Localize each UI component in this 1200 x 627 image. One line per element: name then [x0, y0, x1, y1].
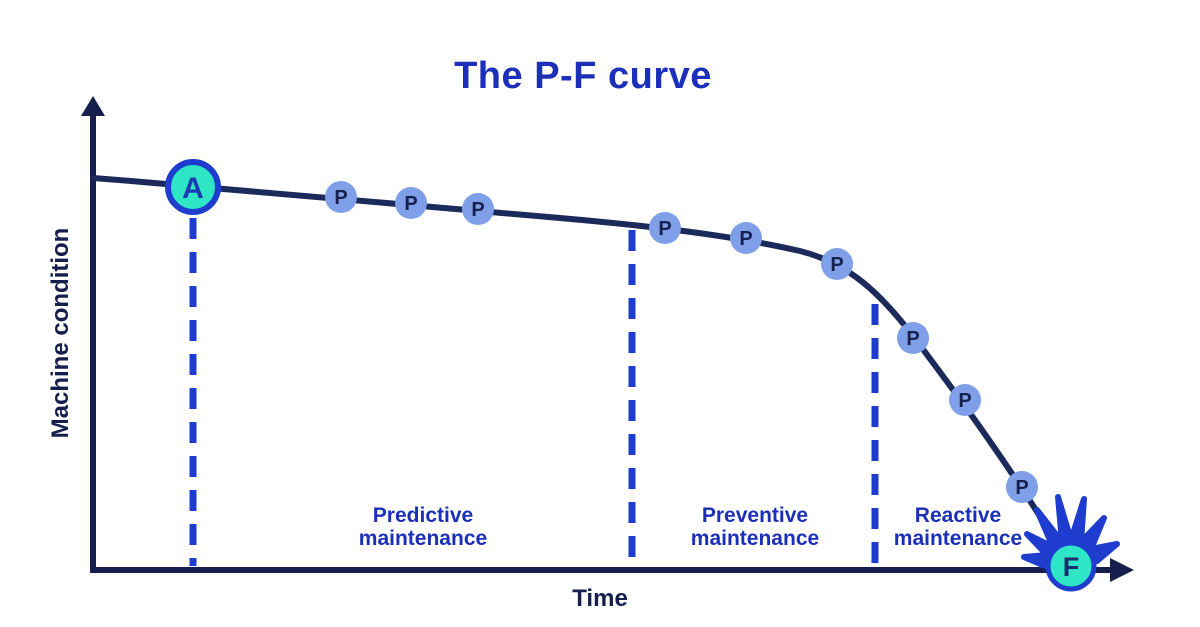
point-a-circle [165, 159, 221, 215]
failure-explosion-outline-icon [1021, 494, 1120, 569]
point-f-circle [1045, 540, 1097, 592]
p-marker-6: P [821, 248, 853, 280]
p-marker-label: P [830, 254, 843, 276]
p-marker-circle [325, 181, 357, 213]
p-marker-circle [395, 187, 427, 219]
zone-label-line1: Preventive [702, 504, 808, 527]
zone-label-line1: Reactive [915, 504, 1001, 527]
y-axis [81, 96, 105, 572]
point-a-marker: A [165, 159, 221, 215]
zone-label-reactive: Reactive maintenance [894, 504, 1022, 550]
point-a-label: A [182, 172, 204, 205]
p-marker-label: P [958, 390, 971, 412]
p-marker-label: P [906, 328, 919, 350]
x-axis-label: Time [572, 585, 628, 612]
p-marker-2: P [395, 187, 427, 219]
p-marker-7: P [897, 322, 929, 354]
p-marker-5: P [730, 222, 762, 254]
zone-label-line1: Predictive [373, 504, 473, 527]
zone-label-line2: maintenance [691, 527, 819, 550]
diagram-title: The P-F curve [454, 55, 712, 97]
p-marker-circle [821, 248, 853, 280]
p-marker-label: P [471, 199, 484, 221]
zone-label-line2: maintenance [894, 527, 1022, 550]
zone-label-predictive: Predictive maintenance [359, 504, 487, 550]
x-axis [90, 558, 1134, 582]
p-marker-3: P [462, 193, 494, 225]
p-marker-label: P [739, 228, 752, 250]
zone-label-preventive: Preventive maintenance [691, 504, 819, 550]
p-marker-label: P [404, 193, 417, 215]
p-marker-circle [897, 322, 929, 354]
y-axis-arrow-icon [81, 96, 105, 116]
p-marker-circle [949, 384, 981, 416]
p-marker-label: P [334, 187, 347, 209]
p-marker-4: P [649, 212, 681, 244]
p-marker-1: P [325, 181, 357, 213]
p-marker-circle [649, 212, 681, 244]
p-marker-8: P [949, 384, 981, 416]
p-marker-9: P [1006, 471, 1038, 503]
p-marker-group: P P P P P P P [325, 181, 1038, 503]
p-marker-circle [730, 222, 762, 254]
x-axis-arrow-icon [1110, 558, 1134, 582]
zone-label-line2: maintenance [359, 527, 487, 550]
p-marker-circle [1006, 471, 1038, 503]
point-f-label: F [1063, 552, 1080, 582]
y-axis-label: Machine condition [47, 228, 74, 439]
p-marker-label: P [658, 218, 671, 240]
p-marker-label: P [1015, 477, 1028, 499]
point-f-marker: F [1045, 540, 1097, 592]
p-marker-circle [462, 193, 494, 225]
